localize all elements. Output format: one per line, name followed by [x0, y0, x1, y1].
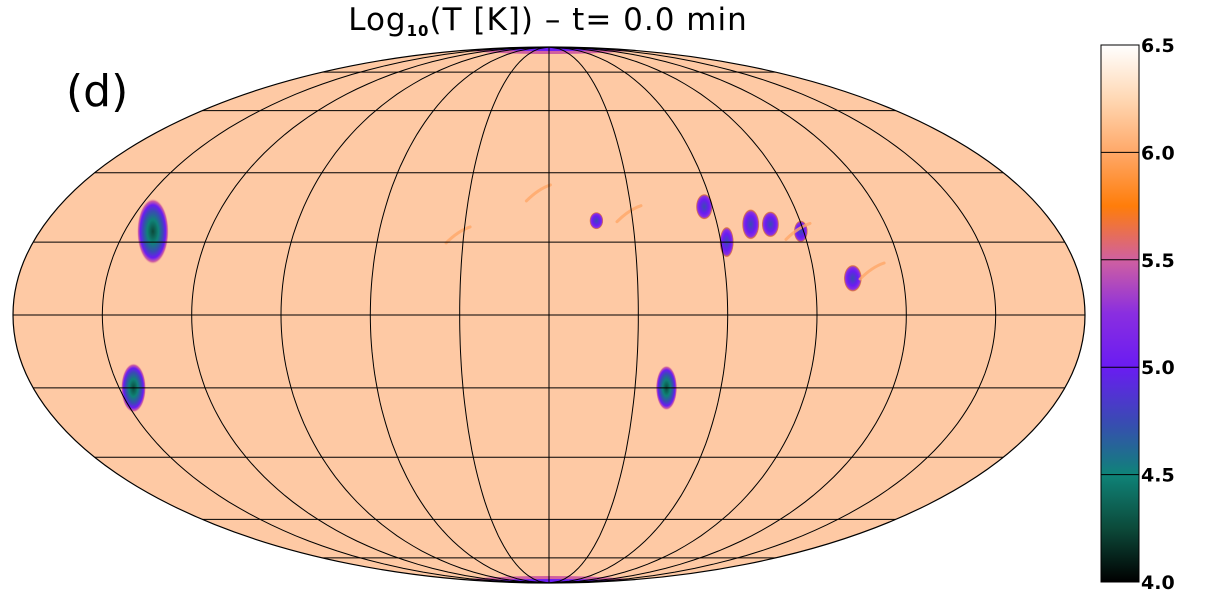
south-cap	[454, 576, 644, 583]
cool-region-region-7	[741, 208, 760, 240]
cool-region-region-1	[137, 198, 169, 265]
warm-streak-4	[784, 221, 812, 241]
colorbar-tick-label: 6.0	[1141, 142, 1175, 164]
cool-region-region-8	[761, 211, 780, 238]
cool-region-region-10	[843, 264, 862, 292]
warm-streak-3	[615, 204, 643, 224]
colorbar-tick-label: 6.5	[1141, 35, 1175, 57]
colorbar-tick-label: 4.5	[1141, 465, 1175, 487]
cool-region-region-5	[695, 193, 713, 220]
colorbar-tick-label: 5.5	[1141, 250, 1175, 272]
graticule	[13, 47, 1085, 583]
north-cap	[454, 47, 644, 54]
globe-outline	[12, 46, 1086, 584]
panel-label: (d)	[66, 66, 129, 117]
colorbar-ticks: 4.0 4.5 5.0 5.5 6.0 6.5	[1101, 35, 1175, 594]
warm-streak-5	[858, 261, 886, 281]
warm-streak-2	[524, 183, 552, 203]
warm-streak-1	[444, 225, 472, 245]
map-features	[121, 183, 886, 413]
map-title: Log10(T [K]) – t= 0.0 min	[348, 2, 748, 40]
colorbar-gradient	[1100, 44, 1140, 583]
colorbar-tick-label: 5.0	[1141, 357, 1175, 379]
colorbar-tick-label: 4.0	[1141, 572, 1175, 594]
cool-region-region-4	[589, 211, 604, 230]
